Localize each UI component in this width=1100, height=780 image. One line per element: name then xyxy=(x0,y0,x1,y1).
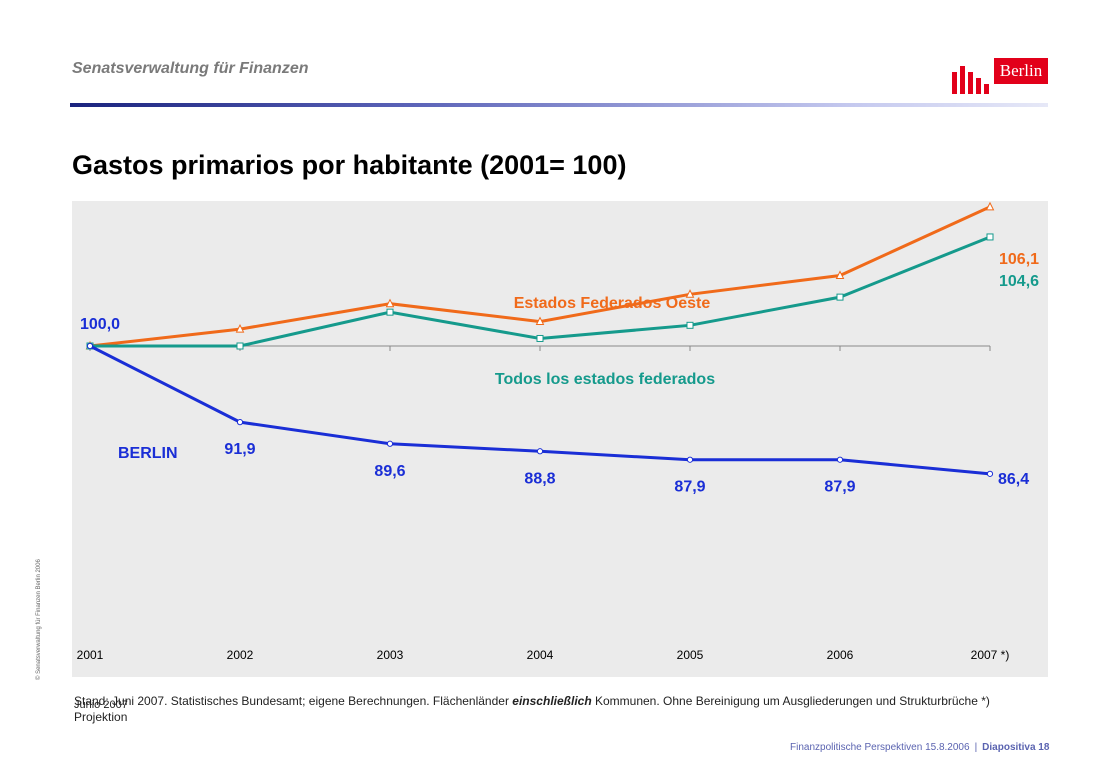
logo-wordmark: Berlin xyxy=(994,58,1048,84)
data-label-berlin: 87,9 xyxy=(824,479,855,496)
footnote-overlay: Junio 2007 xyxy=(74,699,128,711)
data-point-triangle xyxy=(835,270,845,279)
data-point-circle xyxy=(686,456,694,463)
series-label-all: Todos los estados federados xyxy=(495,371,715,388)
data-point-square xyxy=(686,321,694,329)
x-tick-label: 2006 xyxy=(827,648,854,662)
series-label-west: Estados Federados Oeste xyxy=(514,295,711,312)
footer-separator: | xyxy=(974,742,978,753)
data-point-square xyxy=(386,308,394,316)
footer-slide-number: Diapositiva 18 xyxy=(982,742,1050,753)
data-point-circle xyxy=(536,448,544,455)
data-label-berlin: 86,4 xyxy=(998,471,1029,488)
data-point-circle xyxy=(836,456,844,463)
line-chart: 2001 2002 2003 2004 2005 2006 2007 *) Estados F… xyxy=(77,201,1039,662)
header-title: Senatsverwaltung für Finanzen xyxy=(72,60,309,77)
series-label-berlin: BERLIN xyxy=(118,445,178,462)
data-label-berlin: 87,9 xyxy=(674,479,705,496)
data-point-square xyxy=(986,233,994,241)
data-point-circle xyxy=(986,470,994,477)
x-tick-label: 2002 xyxy=(227,648,254,662)
bear-emblem-icon xyxy=(952,66,989,94)
series-line-0 xyxy=(89,205,991,348)
data-point-triangle xyxy=(985,201,995,211)
chart-area: 2001 2002 2003 2004 2005 2006 2007 *) Estados F… xyxy=(72,201,1048,677)
data-label-start: 100,0 xyxy=(80,316,120,333)
data-point-triangle xyxy=(385,298,395,308)
header-rule xyxy=(70,103,1048,107)
data-label-berlin: 91,9 xyxy=(224,441,255,458)
x-tick-label: 2003 xyxy=(377,648,404,662)
data-point-triangle xyxy=(685,289,695,298)
data-point-square xyxy=(236,342,244,350)
slide-title: Gastos primarios por habitante (2001= 10… xyxy=(72,150,627,180)
footnote-emphasis: einschließlich xyxy=(512,694,592,708)
x-tick-label: 2004 xyxy=(527,648,554,662)
data-point-square xyxy=(536,334,544,342)
footer-presentation: Finanzpolitische Perspektiven 15.8.2006 xyxy=(790,742,970,753)
data-label-berlin: 88,8 xyxy=(524,470,555,487)
data-point-circle xyxy=(86,342,94,350)
berlin-logo: Berlin xyxy=(950,58,1050,96)
side-copyright: © Senatsverwaltung für Finanzen Berlin 2… xyxy=(36,559,42,680)
footer: Finanzpolitische Perspektiven 15.8.2006 |… xyxy=(790,742,1049,753)
footnote: Stand: Juni 2007. Statistisches Bundesam… xyxy=(74,693,1014,725)
data-point-circle xyxy=(386,440,394,447)
data-point-triangle xyxy=(235,323,245,333)
data-label-west-end: 106,1 xyxy=(999,251,1039,268)
data-point-triangle xyxy=(535,316,545,326)
data-label-berlin: 89,6 xyxy=(374,463,405,480)
footnote-part2: Kommunen. Ohne Bereinigung um Ausglieder… xyxy=(74,694,990,724)
data-point-circle xyxy=(236,419,244,426)
data-label-all-end: 104,6 xyxy=(999,273,1039,290)
data-point-square xyxy=(836,293,844,301)
x-tick-label: 2001 xyxy=(77,648,104,662)
x-tick-label: 2005 xyxy=(677,648,704,662)
x-tick-label: 2007 *) xyxy=(971,648,1010,662)
footnote-part1: Stand: Juni 2007. Statistisches Bundesam… xyxy=(74,694,513,708)
